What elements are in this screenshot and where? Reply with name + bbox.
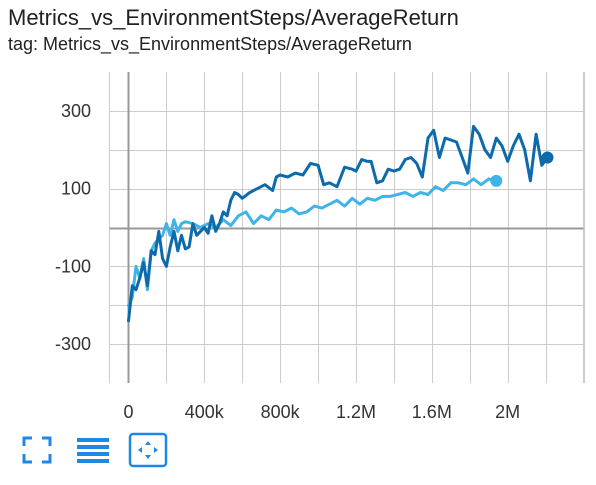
- series-line: [127, 124, 549, 323]
- tick-labels: 0 400k 800k 1.2M 1.6M 2M 300 100 -100 -300: [55, 101, 520, 422]
- fullscreen-button[interactable]: [18, 432, 56, 468]
- x-tick-label: 0: [123, 402, 133, 422]
- x-tick-label: 1.6M: [412, 402, 452, 422]
- y-tick-label: 300: [61, 101, 91, 121]
- line-chart[interactable]: 0 400k 800k 1.2M 1.6M 2M 300 100 -100 -300: [0, 0, 596, 430]
- chart-title: Metrics_vs_EnvironmentSteps/AverageRetur…: [8, 5, 459, 30]
- y-tick-label: 100: [61, 179, 91, 199]
- data-table-button[interactable]: [74, 432, 112, 468]
- x-tick-label: 1.2M: [336, 402, 376, 422]
- series-line: [127, 177, 498, 307]
- series-end-marker: [541, 151, 554, 164]
- chart-toolbar: [18, 432, 178, 468]
- series-end-marker: [490, 174, 503, 187]
- x-tick-label: 800k: [261, 402, 301, 422]
- series: [127, 124, 554, 323]
- data-table-icon: [77, 438, 109, 463]
- x-tick-label: 2M: [495, 402, 520, 422]
- axes: [109, 72, 584, 383]
- y-tick-label: -100: [55, 256, 91, 276]
- fit-domain-icon: [128, 432, 168, 468]
- fullscreen-icon: [22, 436, 52, 464]
- x-tick-label: 400k: [185, 402, 225, 422]
- y-tick-label: -300: [55, 334, 91, 354]
- chart-tag: tag: Metrics_vs_EnvironmentSteps/Average…: [8, 34, 412, 54]
- fit-domain-button[interactable]: [128, 432, 168, 468]
